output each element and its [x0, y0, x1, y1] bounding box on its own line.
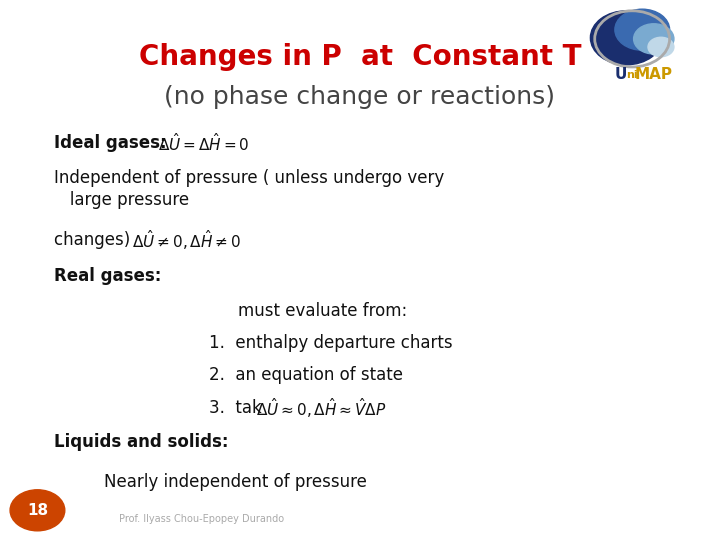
Text: MAP: MAP — [634, 67, 672, 82]
Circle shape — [648, 37, 674, 57]
Circle shape — [10, 490, 65, 531]
Circle shape — [615, 9, 670, 50]
Text: 18: 18 — [27, 503, 48, 518]
Circle shape — [634, 24, 674, 54]
Text: ni: ni — [626, 70, 637, 79]
Circle shape — [590, 11, 662, 65]
Text: 3.  tak: 3. tak — [209, 399, 261, 417]
Text: Changes in P  at  Constant T: Changes in P at Constant T — [139, 43, 581, 71]
Text: must evaluate from:: must evaluate from: — [238, 301, 407, 320]
Text: $\Delta\hat{U} \approx 0, \Delta\hat{H} \approx \hat{V}\Delta P$: $\Delta\hat{U} \approx 0, \Delta\hat{H} … — [256, 396, 386, 420]
Text: Ideal gases:: Ideal gases: — [54, 134, 166, 152]
Text: Prof. Ilyass Chou-Epopey Durando: Prof. Ilyass Chou-Epopey Durando — [119, 515, 284, 524]
Text: 1.  enthalpy departure charts: 1. enthalpy departure charts — [209, 334, 452, 352]
Text: U: U — [614, 67, 626, 82]
Text: $\Delta\hat{U} \neq 0, \Delta\hat{H} \neq 0$: $\Delta\hat{U} \neq 0, \Delta\hat{H} \ne… — [132, 228, 240, 252]
Text: Nearly independent of pressure: Nearly independent of pressure — [104, 472, 367, 491]
Text: Independent of pressure ( unless undergo very
   large pressure: Independent of pressure ( unless undergo… — [54, 169, 444, 209]
Text: $\Delta\hat{U} = \Delta\hat{H} = 0$: $\Delta\hat{U} = \Delta\hat{H} = 0$ — [158, 132, 250, 154]
Text: changes): changes) — [54, 231, 146, 249]
Text: Real gases:: Real gases: — [54, 267, 161, 286]
Text: Liquids and solids:: Liquids and solids: — [54, 433, 228, 451]
Text: 2.  an equation of state: 2. an equation of state — [209, 366, 402, 384]
Text: (no phase change or reactions): (no phase change or reactions) — [164, 85, 556, 109]
